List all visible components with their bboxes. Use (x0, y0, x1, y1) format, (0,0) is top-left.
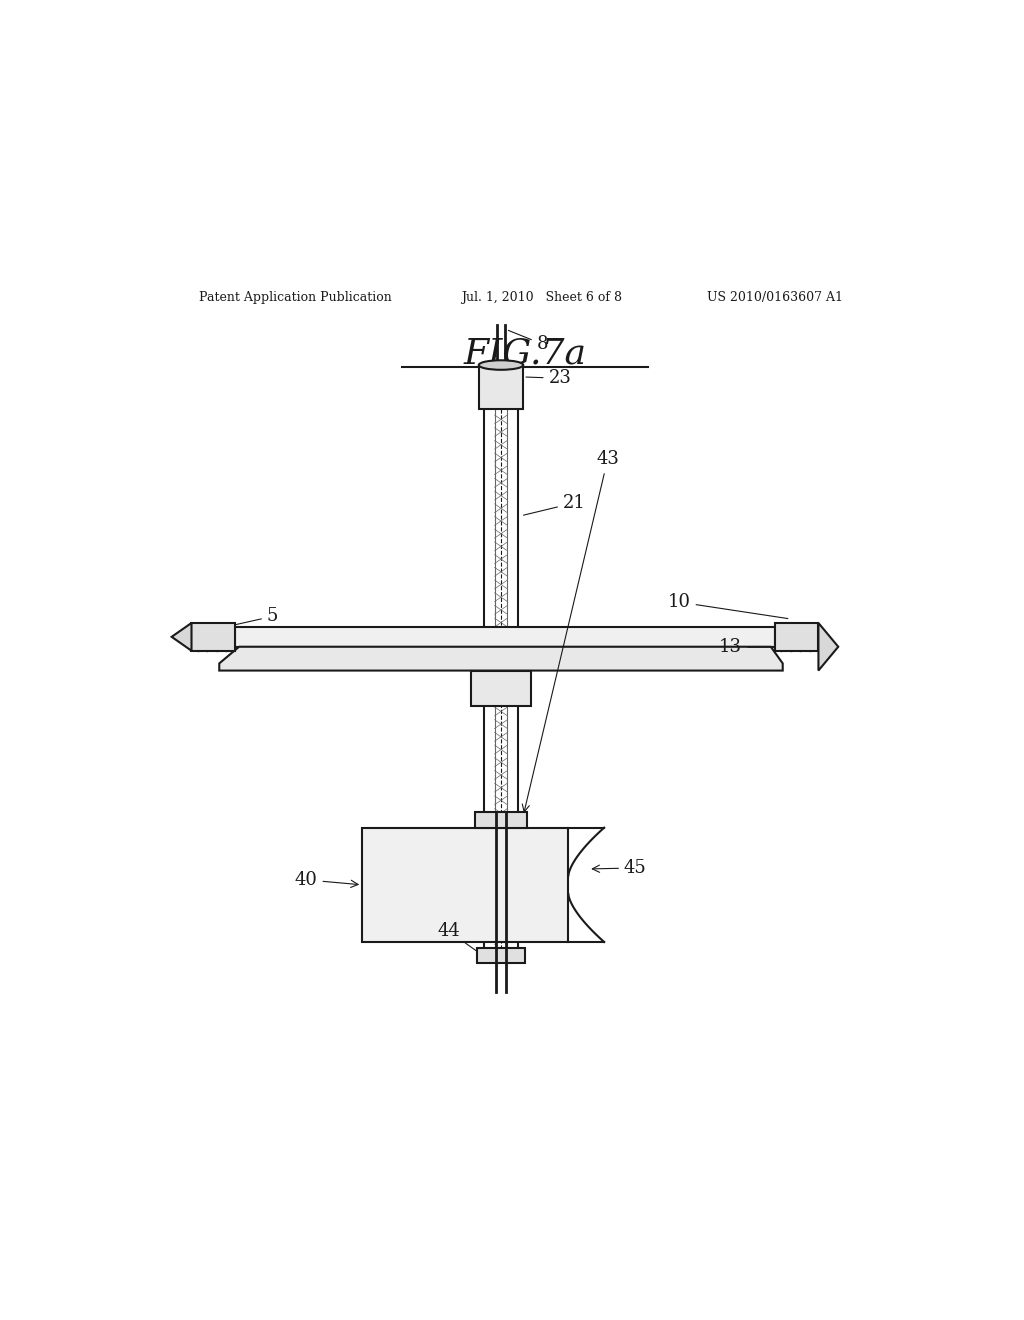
Polygon shape (219, 647, 782, 671)
Ellipse shape (479, 360, 523, 370)
Polygon shape (818, 623, 839, 671)
Polygon shape (172, 623, 191, 651)
Text: 5: 5 (185, 607, 279, 638)
FancyBboxPatch shape (479, 366, 523, 409)
Text: 44: 44 (437, 923, 489, 960)
Text: 45: 45 (592, 859, 647, 876)
Text: 40: 40 (295, 871, 358, 888)
FancyBboxPatch shape (775, 623, 818, 651)
Text: Jul. 1, 2010   Sheet 6 of 8: Jul. 1, 2010 Sheet 6 of 8 (461, 292, 623, 304)
Text: 21: 21 (523, 494, 586, 515)
Text: 13: 13 (719, 639, 830, 656)
Text: 8: 8 (508, 330, 548, 354)
Text: US 2010/0163607 A1: US 2010/0163607 A1 (708, 292, 844, 304)
FancyBboxPatch shape (191, 623, 236, 651)
FancyBboxPatch shape (477, 948, 524, 962)
Text: 43: 43 (522, 450, 620, 812)
FancyBboxPatch shape (471, 671, 531, 706)
Text: Patent Application Publication: Patent Application Publication (200, 292, 392, 304)
Text: 10: 10 (668, 593, 787, 619)
Text: FIG.7a: FIG.7a (463, 337, 587, 370)
FancyBboxPatch shape (236, 627, 775, 647)
FancyBboxPatch shape (362, 828, 568, 942)
Text: 23: 23 (526, 370, 571, 387)
FancyBboxPatch shape (475, 812, 527, 828)
